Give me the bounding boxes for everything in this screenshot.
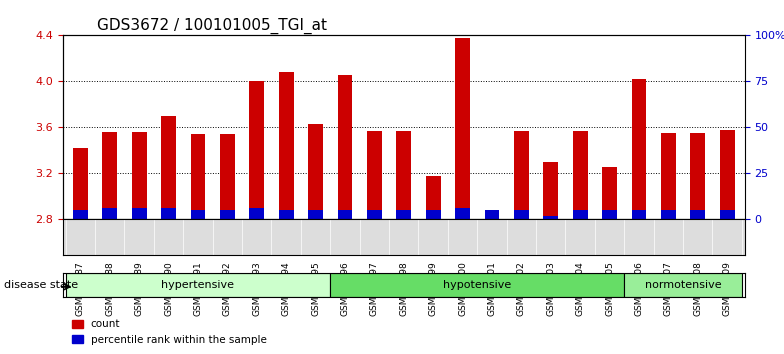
Bar (249, 81, 264, 219)
Bar (456, 38, 470, 219)
Text: hypotensive: hypotensive (443, 280, 511, 290)
Bar (720, 130, 735, 219)
Bar (602, 167, 617, 219)
Bar (162, 209, 176, 219)
Bar (543, 216, 558, 219)
Bar (602, 210, 617, 219)
Bar (632, 79, 646, 219)
Bar (249, 209, 264, 219)
Bar (543, 162, 558, 219)
Bar (514, 131, 528, 219)
Bar (691, 133, 705, 219)
Bar (485, 212, 499, 219)
Text: hypertensive: hypertensive (162, 280, 234, 290)
Bar (73, 148, 88, 219)
Bar (103, 132, 117, 219)
Bar (661, 210, 676, 219)
Text: disease state: disease state (4, 280, 78, 290)
Bar (632, 210, 646, 219)
Bar (191, 210, 205, 219)
Bar (308, 210, 323, 219)
Bar (220, 210, 234, 219)
Bar (73, 210, 88, 219)
Bar (103, 209, 117, 219)
Bar (397, 131, 411, 219)
Bar (279, 210, 293, 219)
Bar (661, 133, 676, 219)
Bar (691, 210, 705, 219)
Text: GDS3672 / 100101005_TGI_at: GDS3672 / 100101005_TGI_at (96, 18, 327, 34)
Bar (132, 132, 147, 219)
Bar (367, 131, 382, 219)
Bar (338, 210, 352, 219)
Bar (514, 210, 528, 219)
Bar (279, 72, 293, 219)
Text: normotensive: normotensive (644, 280, 721, 290)
Bar (220, 134, 234, 219)
Bar (191, 134, 205, 219)
Bar (426, 176, 441, 219)
Bar (162, 116, 176, 219)
Bar (397, 210, 411, 219)
Bar (573, 131, 587, 219)
Bar (367, 210, 382, 219)
Bar (308, 124, 323, 219)
Bar (66, 273, 330, 297)
Bar (456, 209, 470, 219)
Bar (573, 210, 587, 219)
Bar (338, 75, 352, 219)
Bar (720, 210, 735, 219)
Legend: count, percentile rank within the sample: count, percentile rank within the sample (68, 315, 271, 349)
Bar (330, 273, 624, 297)
Bar (624, 273, 742, 297)
Bar (426, 210, 441, 219)
Bar (485, 210, 499, 219)
Bar (132, 209, 147, 219)
